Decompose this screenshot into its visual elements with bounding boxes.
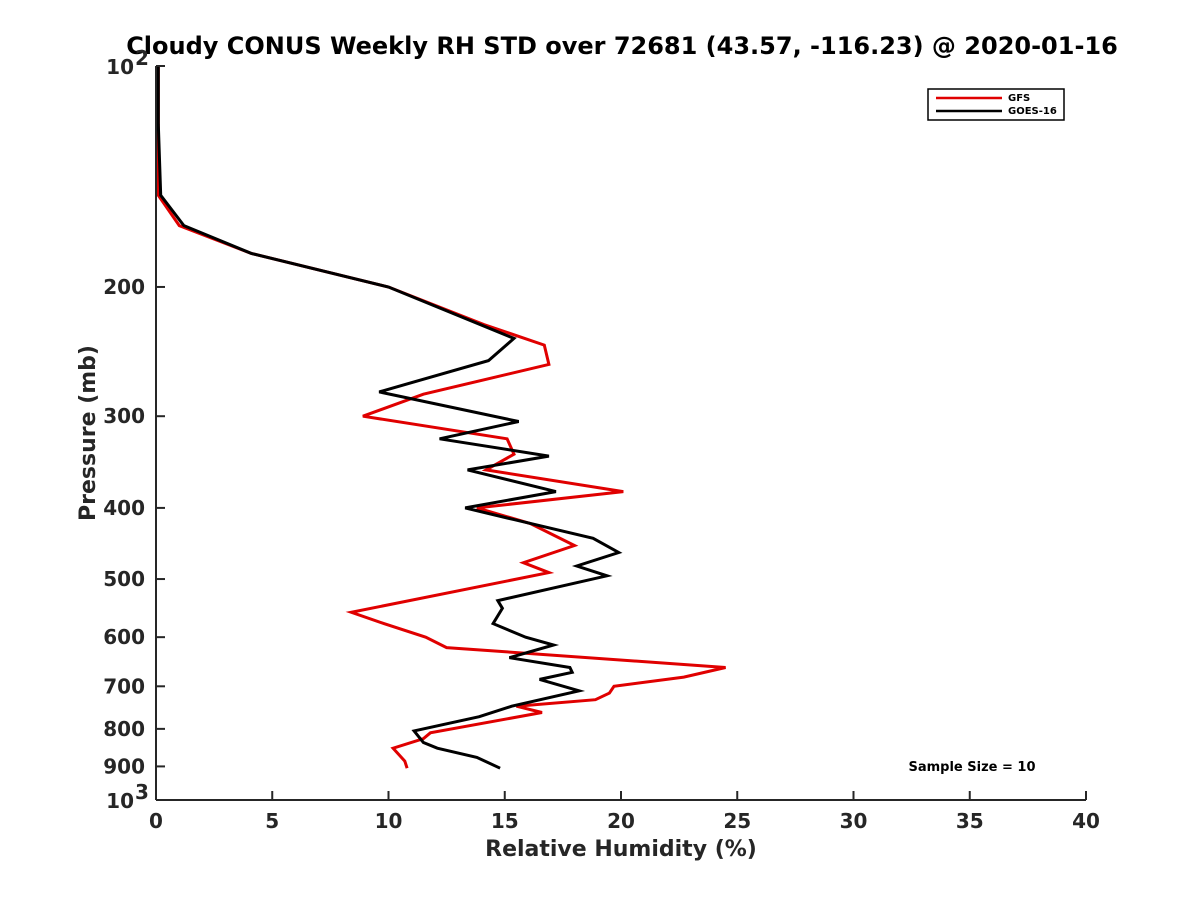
x-tick-label: 35 bbox=[956, 809, 984, 833]
x-tick-label: 30 bbox=[840, 809, 868, 833]
y-tick-label: 700 bbox=[103, 674, 145, 698]
legend-label-gfs: GFS bbox=[1008, 93, 1030, 104]
y-tick-label-power: 10 bbox=[106, 55, 134, 79]
y-tick-label: 600 bbox=[103, 625, 145, 649]
y-tick-label: 500 bbox=[103, 567, 145, 591]
x-tick-label: 25 bbox=[723, 809, 751, 833]
x-tick-label: 20 bbox=[607, 809, 635, 833]
series-layer bbox=[156, 66, 726, 770]
x-axis-label: Relative Humidity (%) bbox=[485, 837, 757, 862]
y-axis-label: Pressure (mb) bbox=[76, 345, 101, 521]
legend: GFS GOES-16 bbox=[927, 88, 1065, 121]
legend-box bbox=[927, 88, 1065, 121]
y-tick-label: 400 bbox=[103, 496, 145, 520]
y-tick-label: 800 bbox=[103, 717, 145, 741]
y-tick-label-exponent: 2 bbox=[135, 46, 149, 70]
series-line-goes16 bbox=[156, 66, 623, 770]
x-tick-label: 40 bbox=[1072, 809, 1100, 833]
y-tick-label-exponent: 3 bbox=[135, 780, 149, 804]
x-tick-label: 10 bbox=[375, 809, 403, 833]
y-tick-label: 300 bbox=[103, 404, 145, 428]
y-tick-label: 900 bbox=[103, 754, 145, 778]
x-tick-label: 0 bbox=[149, 809, 163, 833]
y-tick-label: 200 bbox=[103, 275, 145, 299]
chart-title: Cloudy CONUS Weekly RH STD over 72681 (4… bbox=[126, 32, 1118, 60]
sample-size-annotation: Sample Size = 10 bbox=[908, 760, 1035, 775]
x-tick-label: 5 bbox=[265, 809, 279, 833]
legend-label-goes16: GOES-16 bbox=[1008, 106, 1057, 117]
y-tick-label-power: 10 bbox=[106, 789, 134, 813]
x-tick-label: 15 bbox=[491, 809, 519, 833]
ticks: 0 5 10 15 20 25 30 35 40 200 300 400 500 600 700 800 900… bbox=[103, 46, 1100, 833]
